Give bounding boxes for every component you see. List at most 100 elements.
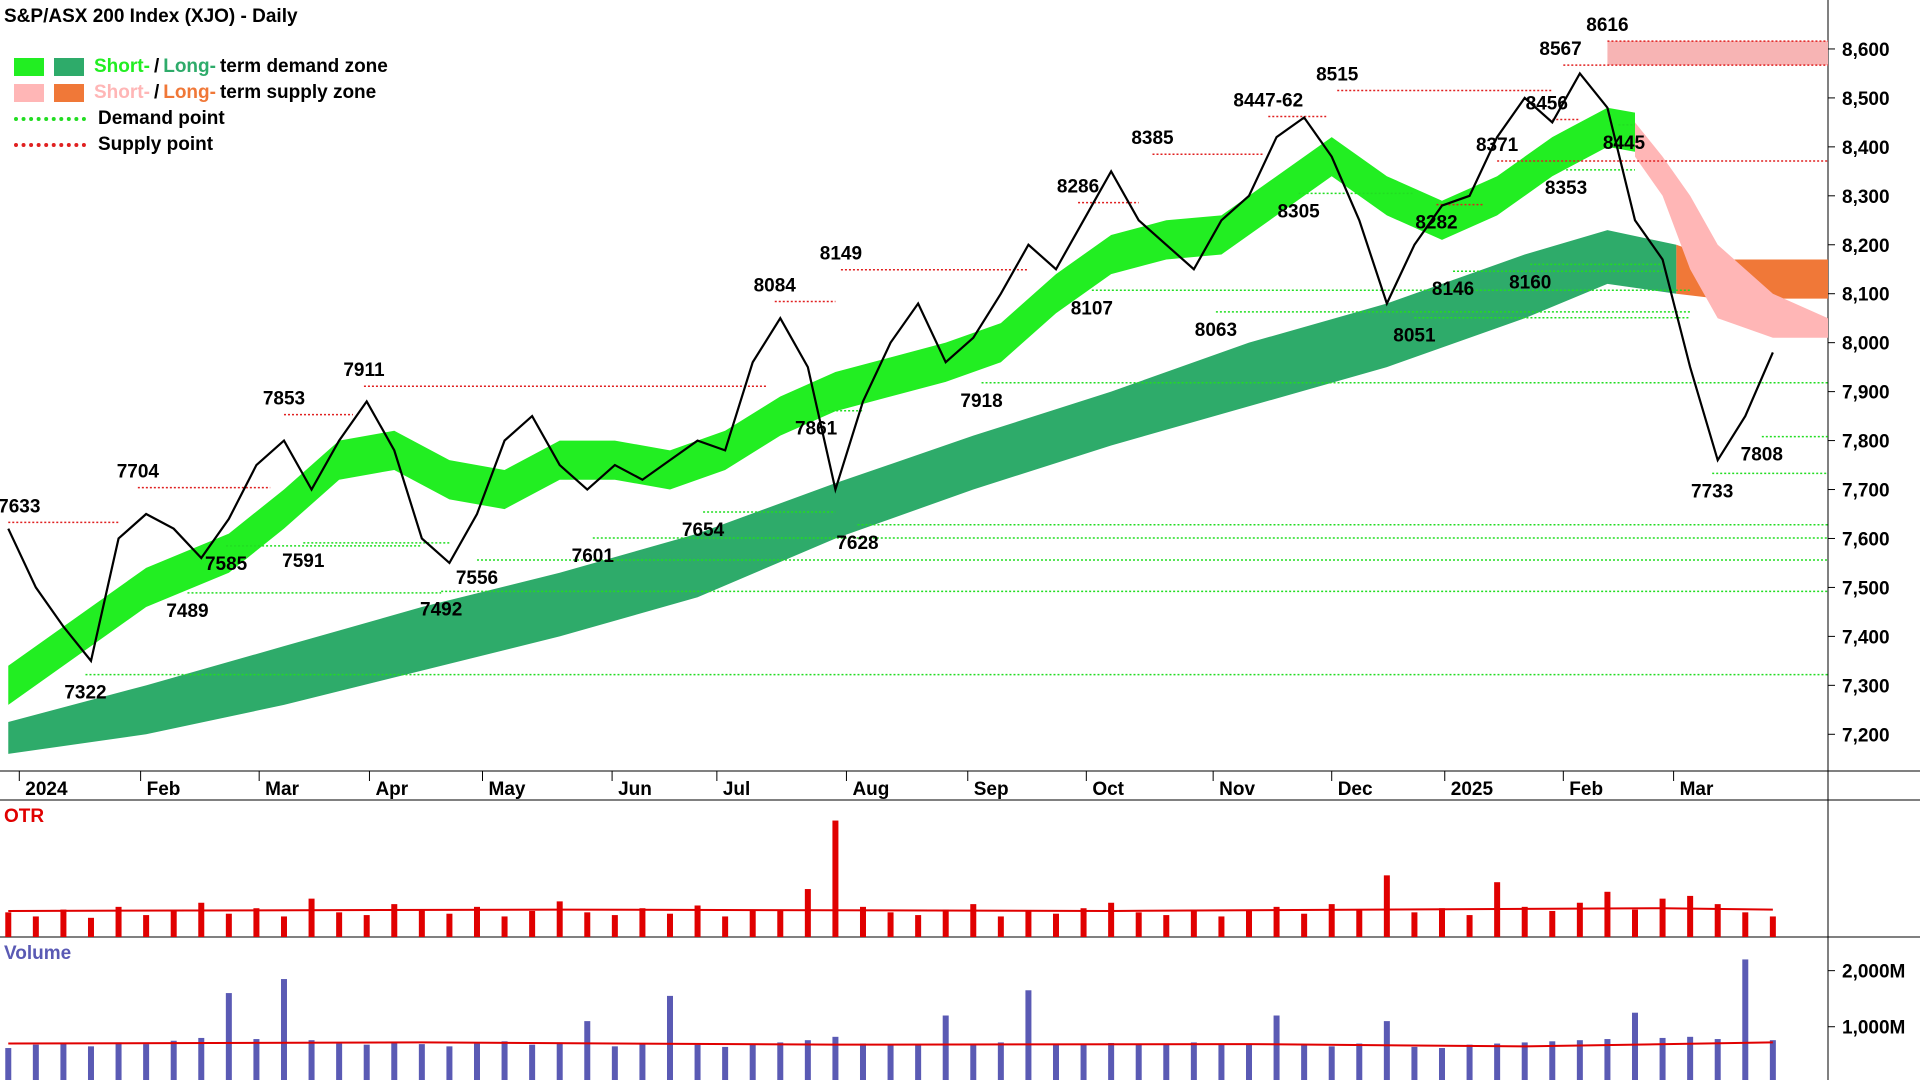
volume-bar [1025, 990, 1032, 1080]
legend-text: Short- [94, 82, 150, 103]
price-annotation: 8567 [1539, 39, 1581, 60]
otr-bar [611, 915, 618, 937]
x-tick-label: 2025 [1451, 779, 1494, 800]
otr-bar [1356, 909, 1363, 937]
volume-bar [1245, 1043, 1252, 1080]
price-annotation: 8286 [1057, 177, 1099, 198]
y-tick-label: 8,400 [1842, 138, 1890, 159]
y-tick-label: 7,400 [1842, 627, 1890, 648]
price-annotation: 7918 [960, 391, 1002, 412]
otr-bar [1328, 904, 1335, 937]
volume-bar [1604, 1039, 1611, 1080]
otr-bar [1273, 906, 1280, 937]
price-annotation: 7861 [795, 419, 838, 440]
volume-bar [997, 1042, 1004, 1080]
price-annotation: 8456 [1526, 93, 1568, 114]
price-annotation: 7492 [420, 599, 462, 620]
legend-swatch [14, 84, 44, 102]
otr-bar [1218, 916, 1225, 937]
otr-bar [1245, 910, 1252, 937]
volume-bar [501, 1041, 508, 1080]
price-annotation: 8385 [1131, 128, 1174, 149]
volume-bar [942, 1015, 949, 1080]
y-tick-label: 7,800 [1842, 432, 1890, 453]
price-annotation: 7911 [343, 360, 385, 381]
legend-text: Long- [163, 56, 216, 77]
legend-swatch [14, 58, 44, 76]
volume-bar [1742, 959, 1749, 1080]
otr-bar [1135, 912, 1142, 937]
otr-bar [777, 910, 784, 937]
volume-bar [666, 995, 673, 1080]
volume-bar [1576, 1040, 1583, 1080]
x-tick-label: Mar [265, 779, 299, 800]
otr-bar [446, 913, 453, 937]
x-tick-label: Jul [723, 779, 750, 800]
volume-bar [1549, 1041, 1556, 1080]
price-annotation: 7853 [263, 389, 305, 410]
volume-bar [60, 1043, 67, 1080]
volume-bar [280, 979, 287, 1080]
x-tick-label: Jun [618, 779, 652, 800]
price-annotation: 8084 [754, 276, 797, 297]
volume-bar [915, 1044, 922, 1080]
otr-bar [666, 913, 673, 937]
volume-bar [529, 1044, 536, 1080]
otr-bar [584, 912, 591, 937]
legend-item: Short- / Long-term supply zone [14, 80, 392, 106]
price-annotation: 8146 [1432, 279, 1474, 300]
price-annotation: 8051 [1393, 326, 1436, 347]
otr-bar [859, 906, 866, 937]
otr-bar [1604, 891, 1611, 937]
x-tick-label: Mar [1680, 779, 1714, 800]
otr-bar [115, 906, 122, 937]
price-annotation: 7633 [0, 496, 40, 517]
volume-bar [87, 1046, 94, 1080]
otr-bar [942, 909, 949, 937]
price-annotation: 7733 [1691, 481, 1733, 502]
otr-bar [143, 915, 150, 937]
otr-bar [1576, 902, 1583, 937]
x-tick-label: May [489, 779, 526, 800]
price-annotation: 8447-62 [1233, 91, 1303, 112]
x-tick-label: Feb [147, 779, 181, 800]
price-annotation: 7489 [166, 601, 208, 622]
price-annotation: 7585 [205, 554, 248, 575]
volume-bar [1687, 1036, 1694, 1080]
x-tick-label: Nov [1219, 779, 1255, 800]
volume-bar [1273, 1015, 1280, 1080]
price-annotation: 7808 [1741, 445, 1783, 466]
legend-text: Long- [163, 82, 216, 103]
volume-bar [694, 1044, 701, 1080]
otr-bar [391, 904, 398, 937]
legend-swatch [54, 58, 84, 76]
otr-bar [1190, 909, 1197, 937]
otr-bar [308, 898, 315, 937]
volume-bar [887, 1044, 894, 1080]
otr-bar [1549, 910, 1556, 937]
price-annotation: 7556 [456, 568, 498, 589]
legend-item: Demand point [14, 106, 392, 132]
price-annotation: 8107 [1071, 298, 1113, 319]
volume-bar [584, 1021, 591, 1080]
otr-bar [1163, 915, 1170, 937]
otr-bar [1687, 895, 1694, 937]
y-tick-label: 8,100 [1842, 285, 1890, 306]
price-annotation: 7322 [64, 683, 106, 704]
otr-bar [997, 916, 1004, 937]
legend-line [14, 117, 86, 121]
volume-bar [1218, 1044, 1225, 1080]
otr-bar [915, 915, 922, 937]
legend-text: / [153, 82, 160, 103]
zone-band [1634, 122, 1828, 338]
otr-bar [1080, 908, 1087, 937]
x-tick-label: Aug [852, 779, 889, 800]
volume-bar [473, 1043, 480, 1080]
volume-bar [859, 1043, 866, 1080]
volume-bar [1328, 1046, 1335, 1080]
volume-bar [804, 1040, 811, 1080]
volume-bar [1438, 1048, 1445, 1080]
price-annotation: 8445 [1603, 133, 1646, 154]
price-annotation: 7628 [836, 533, 878, 554]
otr-bar [1383, 875, 1390, 937]
